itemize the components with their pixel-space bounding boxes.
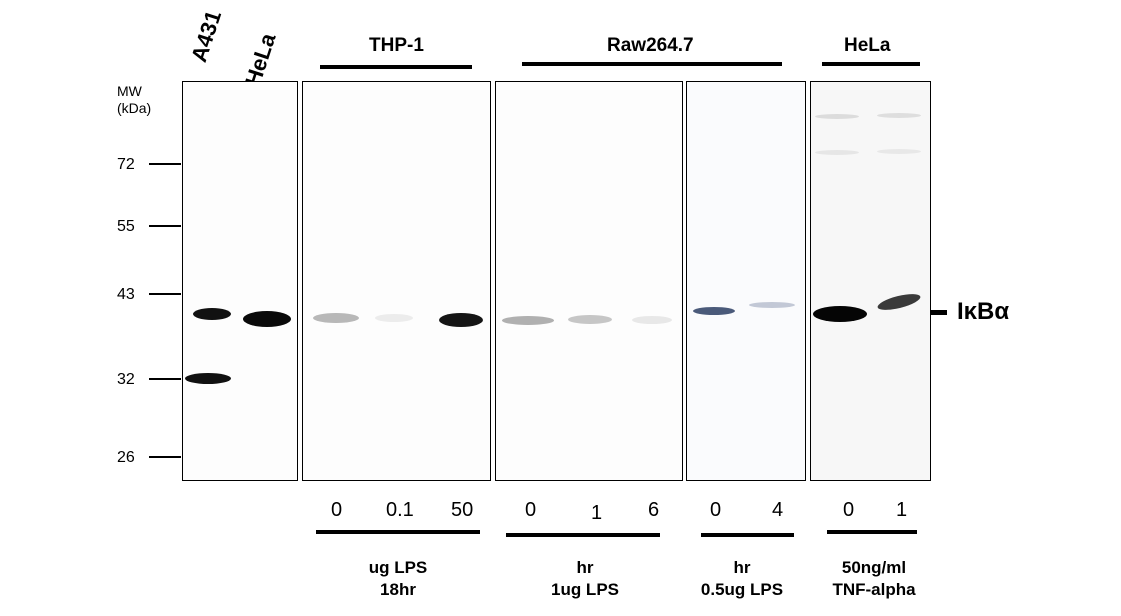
lane-value-raw-hr-6: 6	[648, 499, 660, 521]
condition-raw-lps: hr 0.5ug LPS	[682, 557, 802, 601]
band-raw-hr-1	[568, 315, 612, 324]
band-hela-tnf-faint-3	[815, 150, 859, 155]
mw-marker-26: 26	[117, 449, 135, 466]
band-thp1-0	[313, 313, 359, 323]
band-hela-tnf-1	[876, 290, 922, 314]
band-thp1-50	[439, 313, 483, 327]
band-raw-lps-0	[693, 307, 735, 315]
mw-marker-72: 72	[117, 156, 135, 173]
header-thp1: THP-1	[369, 35, 424, 56]
lane-value-hela-0: 0	[843, 499, 855, 521]
condition-raw-lps-line1: hr	[733, 558, 751, 577]
condition-hela: 50ng/ml TNF-alpha	[814, 557, 934, 601]
mw-marker-55: 55	[117, 218, 135, 235]
lane-value-thp1-0.1: 0.1	[386, 499, 414, 521]
blot-panel-thp1	[302, 81, 491, 481]
target-marker-dash	[930, 310, 947, 315]
band-raw-hr-6	[632, 316, 672, 324]
band-raw-lps-4	[749, 302, 795, 308]
blot-panel-a431-hela	[182, 81, 298, 481]
band-a431-32kda	[185, 373, 231, 384]
condition-bar-raw-hr	[506, 533, 660, 537]
header-hela-bar	[822, 62, 920, 66]
condition-hela-line2: TNF-alpha	[832, 580, 916, 599]
mw-tick-32	[149, 378, 181, 380]
band-hela-ikba	[243, 311, 291, 327]
condition-thp1-line2: 18hr	[380, 580, 416, 599]
mw-marker-32: 32	[117, 371, 135, 388]
band-raw-hr-0	[502, 316, 554, 325]
blot-panel-raw-lps	[686, 81, 806, 481]
lane-value-raw-lps-0: 0	[710, 499, 722, 521]
lane-value-thp1-50: 50	[451, 499, 474, 521]
band-a431-ikba	[193, 308, 231, 320]
condition-thp1-line1: ug LPS	[368, 558, 428, 577]
mw-title: MW	[117, 83, 142, 99]
condition-raw-lps-line2: 0.5ug LPS	[700, 580, 784, 599]
condition-bar-raw-lps	[701, 533, 794, 537]
mw-tick-43	[149, 293, 181, 295]
condition-raw-hr-line1: hr	[576, 558, 594, 577]
band-thp1-0.1	[375, 314, 413, 322]
band-hela-tnf-0	[813, 306, 867, 322]
band-hela-tnf-faint-2	[877, 113, 921, 118]
mw-tick-26	[149, 456, 181, 458]
header-raw-bar	[522, 62, 782, 66]
mw-tick-55	[149, 225, 181, 227]
band-hela-tnf-faint-4	[877, 149, 921, 154]
lane-value-raw-hr-0: 0	[525, 499, 537, 521]
condition-bar-hela	[827, 530, 917, 534]
mw-marker-43: 43	[117, 286, 135, 303]
lane-value-raw-lps-4: 4	[772, 499, 784, 521]
condition-hela-line1: 50ng/ml	[841, 558, 907, 577]
condition-thp1: ug LPS 18hr	[338, 557, 458, 601]
mw-unit: (kDa)	[117, 100, 152, 116]
lane-value-hela-1: 1	[896, 499, 908, 521]
condition-raw-hr: hr 1ug LPS	[525, 557, 645, 601]
blot-panel-raw-hr	[495, 81, 683, 481]
target-label: IκBα	[957, 298, 1010, 325]
condition-bar-thp1	[316, 530, 480, 534]
band-hela-tnf-faint-1	[815, 114, 859, 119]
condition-raw-hr-line2: 1ug LPS	[550, 580, 619, 599]
lane-value-raw-hr-1: 1	[591, 502, 603, 524]
header-hela: HeLa	[844, 35, 891, 56]
blot-panel-hela-tnf	[810, 81, 931, 481]
lane-label-a431: A431	[186, 7, 227, 66]
header-raw: Raw264.7	[607, 35, 694, 56]
mw-tick-72	[149, 163, 181, 165]
header-thp1-bar	[320, 65, 472, 69]
lane-value-thp1-0: 0	[331, 499, 343, 521]
